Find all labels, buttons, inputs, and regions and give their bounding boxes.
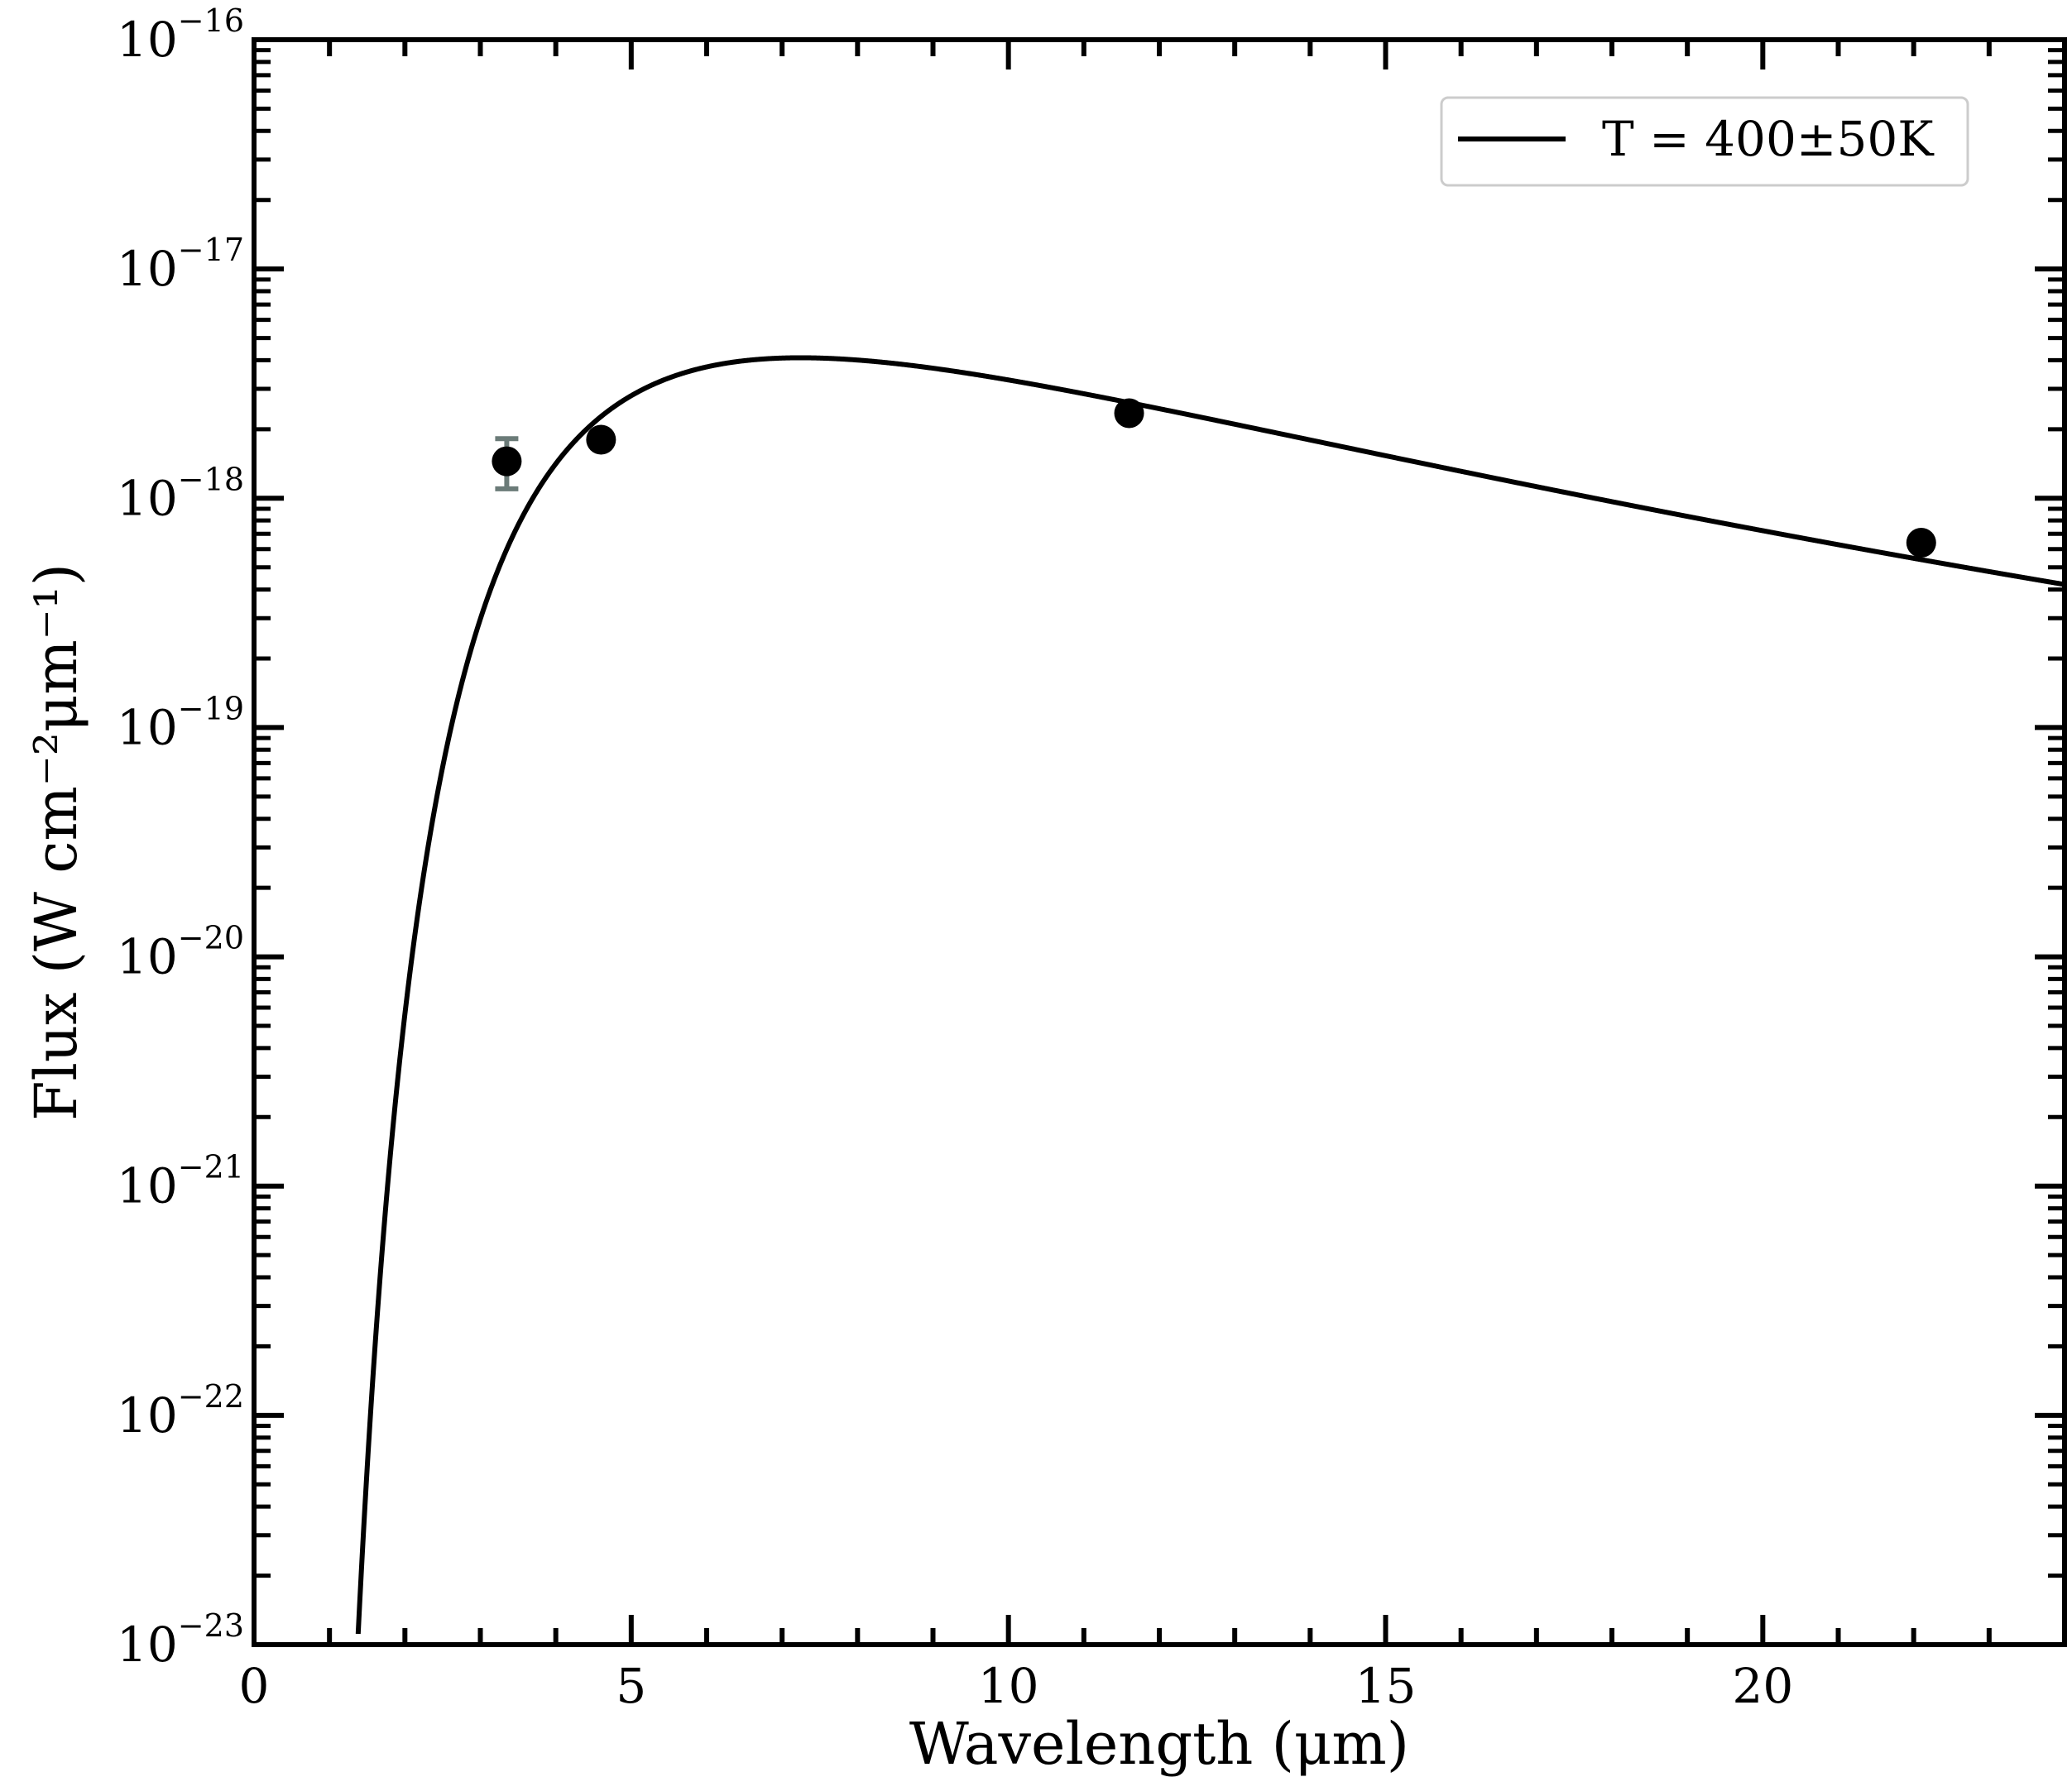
y-tick-label: 10−18	[117, 461, 244, 526]
y-tick-label: 10−23	[117, 1607, 244, 1673]
x-tick-label: 15	[1355, 1658, 1417, 1714]
x-tick-label: 0	[239, 1658, 270, 1714]
y-tick-label: 10−20	[117, 920, 244, 985]
plot-frame	[252, 37, 2067, 1647]
y-axis-title: Flux (W cm⁻²μm⁻¹)	[22, 563, 90, 1121]
data-point	[492, 446, 522, 477]
data-point	[1114, 398, 1144, 429]
x-tick-label: 5	[616, 1658, 646, 1714]
data-points-layer	[492, 398, 1936, 558]
data-point	[1906, 528, 1936, 558]
ticks-layer: 0 5 10 15 20 10−23 10−22 10−21 10−20 10−19 10−18 10…	[117, 2, 2067, 1714]
model-curve-layer	[355, 355, 2065, 1635]
y-tick-label: 10−16	[117, 2, 244, 68]
legend: T = 400±50K	[1440, 96, 1969, 187]
x-tick-label: 20	[1732, 1658, 1793, 1714]
y-tick-label: 10−22	[117, 1378, 244, 1444]
x-tick-label: 10	[978, 1658, 1039, 1714]
y-tick-label: 10−19	[117, 690, 244, 755]
y-tick-label: 10−17	[117, 232, 244, 297]
legend-box	[1440, 96, 1969, 187]
blackbody-curve	[355, 355, 2065, 1635]
x-axis-title: Wavelength (μm)	[909, 1710, 1409, 1777]
data-point	[586, 424, 616, 455]
legend-label: T = 400±50K	[1602, 111, 1935, 167]
y-tick-label: 10−21	[117, 1149, 244, 1214]
